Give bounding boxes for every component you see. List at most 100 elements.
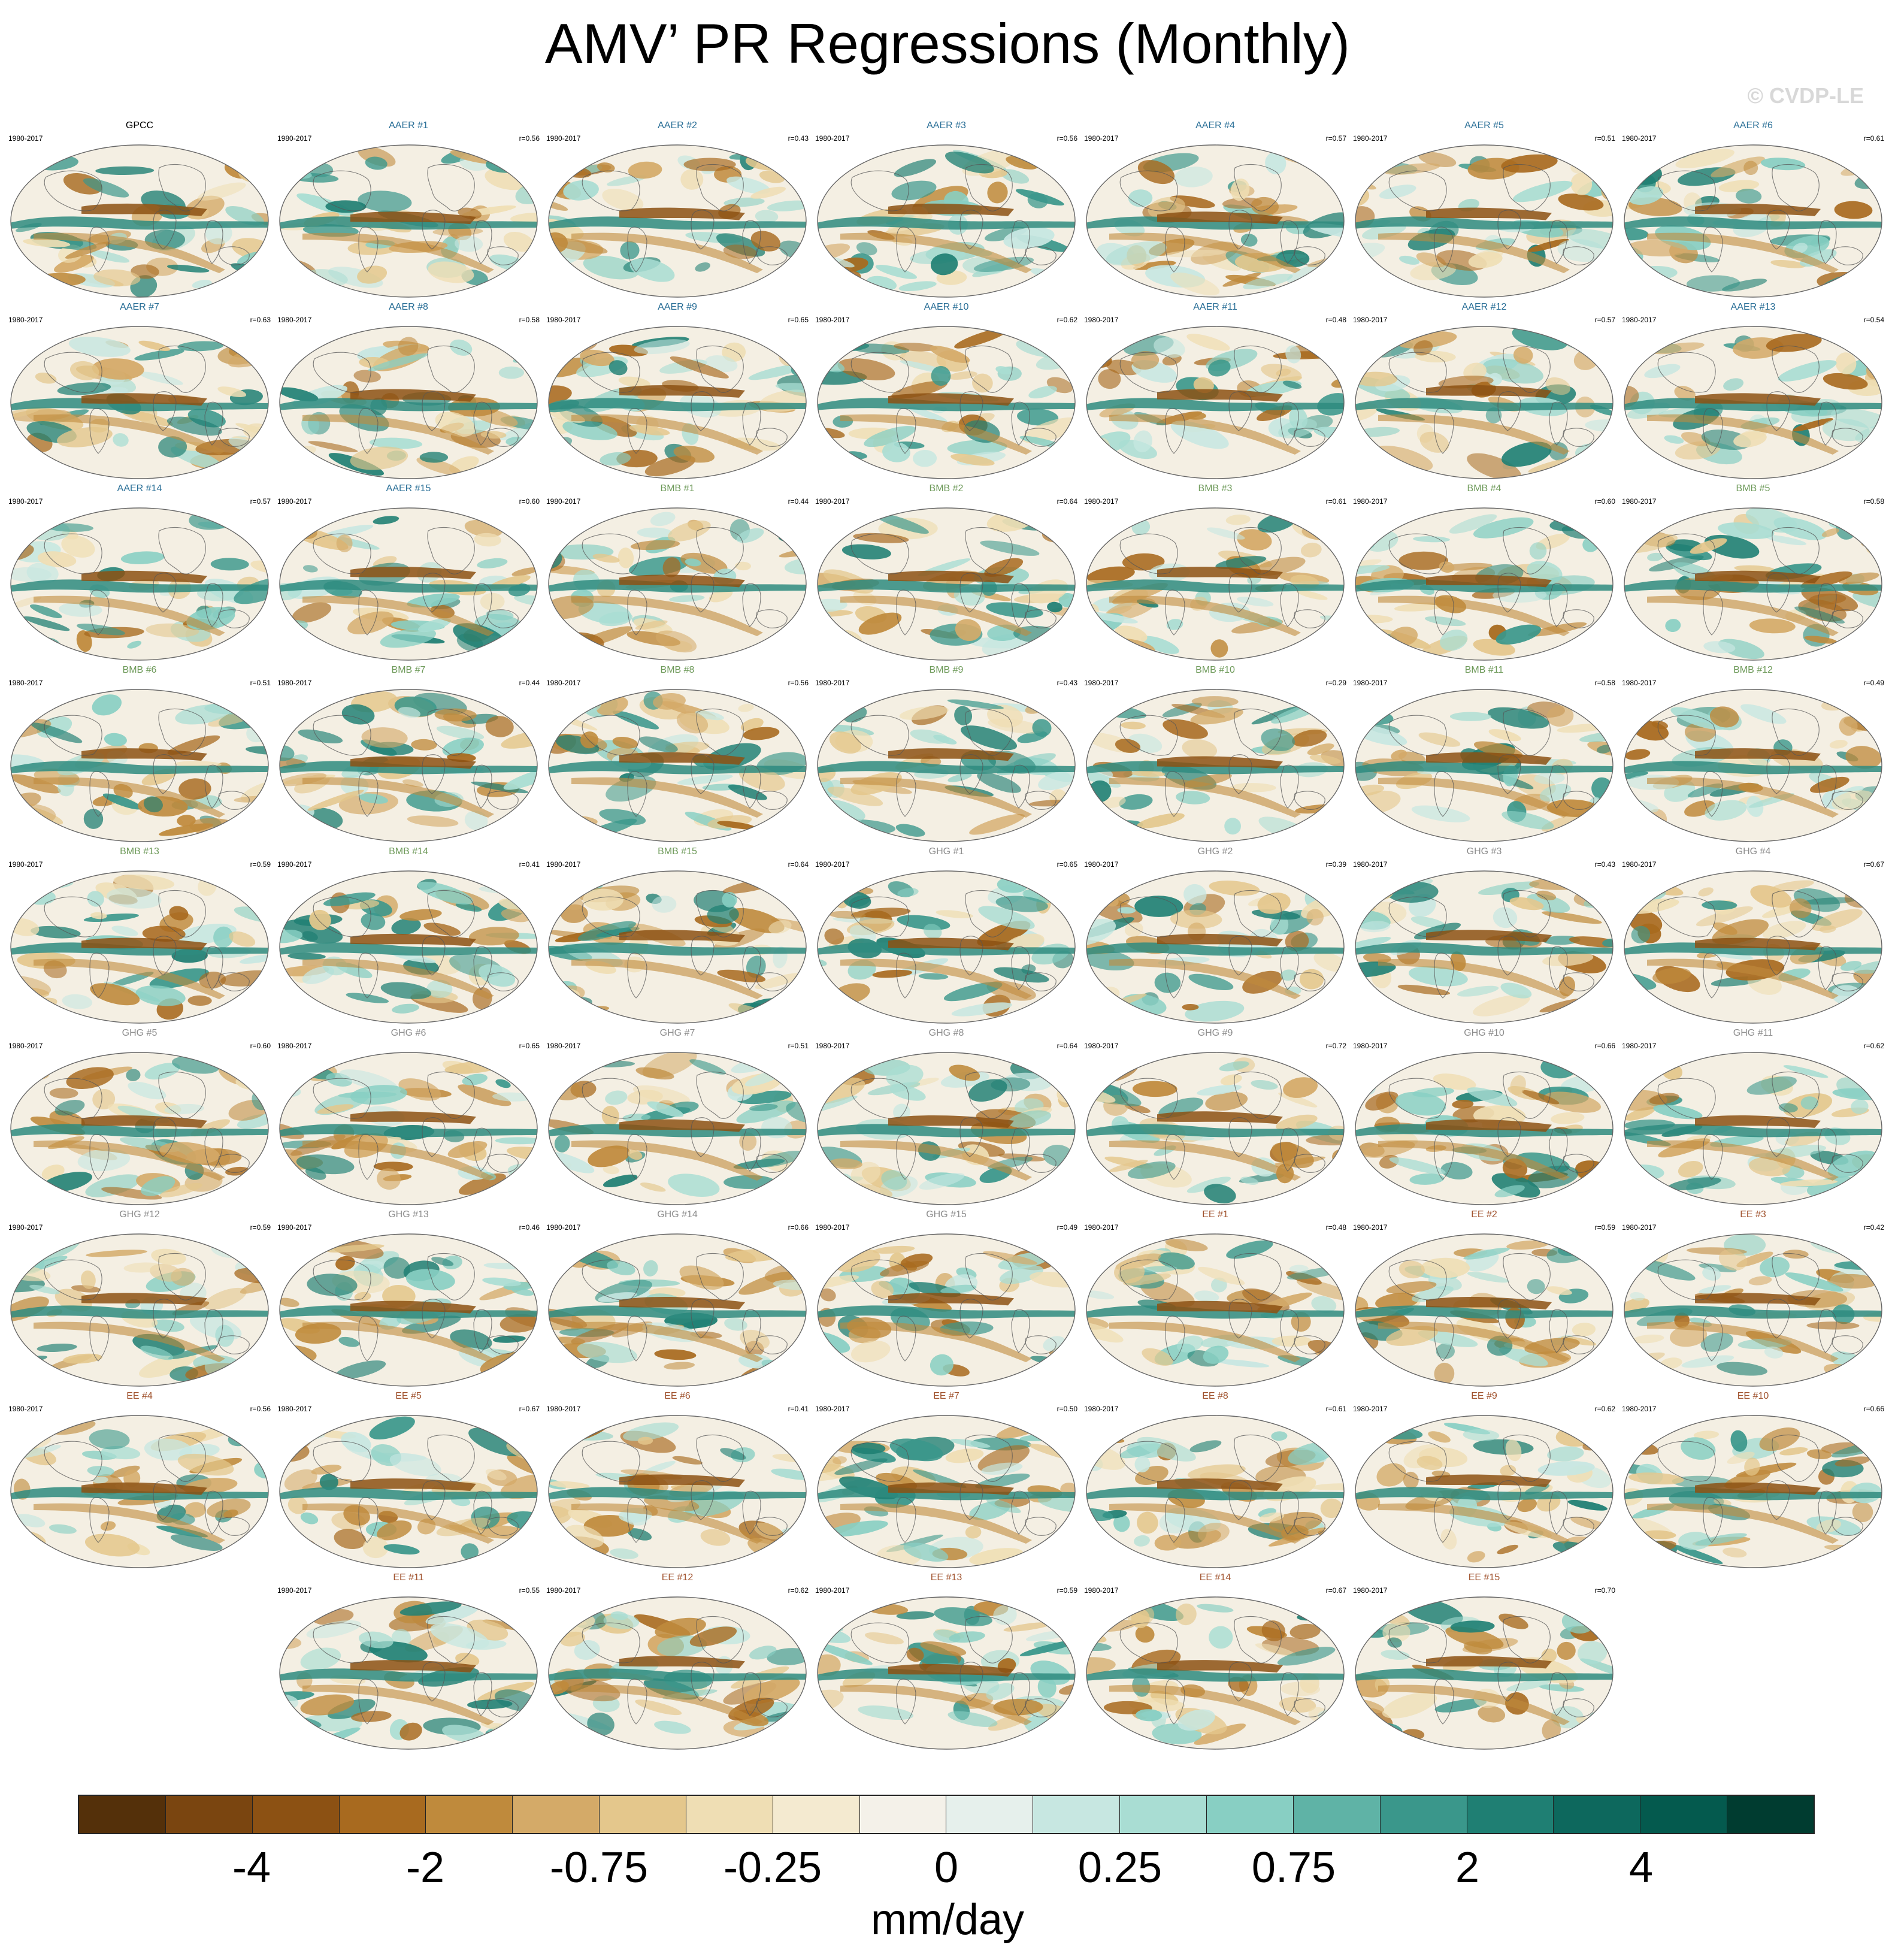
colorbar-tick-label: 2 <box>1455 1844 1480 1892</box>
panel-correlation: r=0.57 <box>1325 134 1346 143</box>
panel-title: BMB #1 <box>660 483 695 494</box>
panel-correlation: r=0.51 <box>1594 134 1615 143</box>
panel-period: 1980-2017 <box>1353 1042 1388 1050</box>
panel-period: 1980-2017 <box>277 316 312 324</box>
panel-correlation: r=0.57 <box>250 497 271 506</box>
panel-period: 1980-2017 <box>1084 860 1119 869</box>
panel-correlation: r=0.66 <box>1594 1042 1615 1050</box>
regression-map <box>817 507 1076 661</box>
panel-title: AAER #15 <box>386 483 431 494</box>
panel-correlation: r=0.39 <box>1325 860 1346 869</box>
colorbar-tick-label: 4 <box>1628 1844 1654 1892</box>
panel-period: 1980-2017 <box>546 1042 581 1050</box>
panel-title: GHG #4 <box>1735 846 1771 857</box>
panel-title: EE #8 <box>1202 1391 1228 1401</box>
regression-map <box>1355 1233 1614 1387</box>
panel-correlation: r=0.70 <box>1594 1586 1615 1595</box>
panel-title: BMB #14 <box>389 846 428 857</box>
panel-period: 1980-2017 <box>1622 1042 1657 1050</box>
map-panel: AAER #9 1980-2017 r=0.65 <box>545 301 810 482</box>
map-panel: AAER #13 1980-2017 r=0.54 <box>1621 301 1885 482</box>
colorbar-segment <box>1727 1796 1814 1833</box>
map-panel: GHG #4 1980-2017 r=0.67 <box>1621 846 1885 1027</box>
map-panel: BMB #13 1980-2017 r=0.59 <box>7 846 272 1027</box>
panel-correlation: r=0.42 <box>1863 1223 1884 1232</box>
map-panel: EE #14 1980-2017 r=0.67 <box>1083 1572 1348 1753</box>
panel-period: 1980-2017 <box>8 497 43 506</box>
panel-period: 1980-2017 <box>277 1405 312 1413</box>
regression-map <box>817 1233 1076 1387</box>
panel-correlation: r=0.50 <box>1057 1405 1077 1413</box>
panel-title: EE #4 <box>126 1391 153 1401</box>
panel-title: GHG #3 <box>1466 846 1502 857</box>
map-panel: GHG #12 1980-2017 r=0.59 <box>7 1209 272 1390</box>
regression-map <box>10 1415 269 1568</box>
colorbar-segment <box>1554 1796 1641 1833</box>
panel-correlation: r=0.43 <box>1594 860 1615 869</box>
panel-correlation: r=0.72 <box>1325 1042 1346 1050</box>
map-panel: EE #4 1980-2017 r=0.56 <box>7 1390 272 1571</box>
panel-correlation: r=0.66 <box>1863 1405 1884 1413</box>
panel-title: BMB #7 <box>391 665 426 675</box>
regression-map <box>1624 870 1882 1024</box>
regression-map <box>548 326 807 479</box>
panel-correlation: r=0.56 <box>250 1405 271 1413</box>
panel-correlation: r=0.43 <box>788 134 809 143</box>
panel-period: 1980-2017 <box>1622 679 1657 687</box>
panel-period: 1980-2017 <box>1353 1586 1388 1595</box>
regression-map <box>10 507 269 661</box>
panel-period: 1980-2017 <box>1622 860 1657 869</box>
panel-correlation: r=0.67 <box>519 1405 540 1413</box>
regression-map <box>817 689 1076 842</box>
colorbar-segment <box>686 1796 773 1833</box>
panel-correlation: r=0.46 <box>519 1223 540 1232</box>
map-panel: AAER #2 1980-2017 r=0.43 <box>545 120 810 301</box>
panel-title: BMB #2 <box>929 483 964 494</box>
map-panel: GHG #3 1980-2017 r=0.43 <box>1352 846 1616 1027</box>
colorbar-segment <box>339 1796 426 1833</box>
colorbar-segment <box>1640 1796 1728 1833</box>
panel-title: AAER #14 <box>117 483 162 494</box>
panel-title: EE #1 <box>1202 1209 1228 1220</box>
panel-correlation: r=0.64 <box>1057 497 1077 506</box>
panel-period: 1980-2017 <box>8 860 43 869</box>
colorbar-segment <box>859 1796 947 1833</box>
map-panel: EE #9 1980-2017 r=0.62 <box>1352 1390 1616 1571</box>
map-panel: BMB #9 1980-2017 r=0.43 <box>814 664 1079 845</box>
panel-title: GHG #14 <box>657 1209 698 1220</box>
regression-map <box>279 1233 538 1387</box>
panel-correlation: r=0.49 <box>1057 1223 1077 1232</box>
colorbar-labels: -4 -2 -0.75 -0.25 0 0.25 0.75 2 4 <box>0 1842 1895 1896</box>
map-panel: BMB #12 1980-2017 r=0.49 <box>1621 664 1885 845</box>
panel-correlation: r=0.29 <box>1325 679 1346 687</box>
map-panel: BMB #11 1980-2017 r=0.58 <box>1352 664 1616 845</box>
map-panel: BMB #10 1980-2017 r=0.29 <box>1083 664 1348 845</box>
map-panel: GHG #2 1980-2017 r=0.39 <box>1083 846 1348 1027</box>
panel-period: 1980-2017 <box>1353 316 1388 324</box>
panel-title: GHG #10 <box>1464 1028 1505 1038</box>
panel-correlation: r=0.59 <box>1594 1223 1615 1232</box>
panel-title: AAER #11 <box>1193 302 1237 312</box>
panel-title: BMB #15 <box>658 846 697 857</box>
panel-title: EE #11 <box>393 1572 424 1583</box>
panel-title: BMB #12 <box>1733 665 1773 675</box>
regression-map <box>1086 689 1345 842</box>
panel-period: 1980-2017 <box>1353 1223 1388 1232</box>
panel-title: AAER #12 <box>1461 302 1507 312</box>
map-panel: AAER #1 1980-2017 r=0.56 <box>276 120 541 301</box>
regression-map <box>817 144 1076 298</box>
panel-title: EE #12 <box>661 1572 694 1583</box>
colorbar-segment <box>1120 1796 1207 1833</box>
colorbar-segment <box>600 1796 686 1833</box>
panel-correlation: r=0.51 <box>788 1042 809 1050</box>
panel-period: 1980-2017 <box>546 679 581 687</box>
map-panel: EE #11 1980-2017 r=0.55 <box>276 1572 541 1753</box>
panel-title: BMB #5 <box>1736 483 1770 494</box>
map-panel: BMB #3 1980-2017 r=0.61 <box>1083 483 1348 664</box>
colorbar-tick-label: -2 <box>405 1844 445 1892</box>
panel-period: 1980-2017 <box>8 1042 43 1050</box>
panel-period: 1980-2017 <box>1084 134 1119 143</box>
panel-period: 1980-2017 <box>1084 1586 1119 1595</box>
regression-map <box>548 1415 807 1568</box>
map-panel: GHG #14 1980-2017 r=0.66 <box>545 1209 810 1390</box>
